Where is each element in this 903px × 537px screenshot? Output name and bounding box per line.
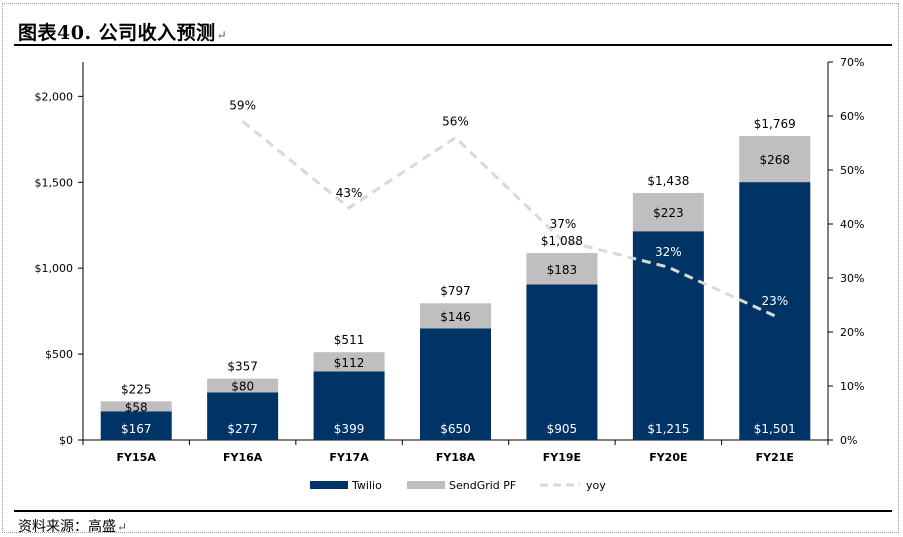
data-label-yoy: 56% (442, 115, 469, 129)
data-label-yoy: 59% (229, 98, 256, 112)
data-label-twilio: $905 (547, 422, 578, 436)
data-label-yoy: 23% (761, 294, 788, 308)
x-tick-label: FY15A (117, 451, 157, 464)
data-label-sendgrid: $112 (334, 356, 365, 370)
bar-twilio (420, 328, 491, 440)
title-rule (14, 44, 892, 46)
data-label-sendgrid: $183 (547, 263, 578, 277)
data-label-total: $511 (334, 333, 365, 347)
data-label-twilio: $650 (440, 422, 471, 436)
x-tick-label: FY20E (649, 451, 687, 464)
data-label-total: $1,438 (647, 174, 689, 188)
bar-twilio (100, 411, 172, 440)
x-tick-label: FY16A (223, 451, 263, 464)
data-label-yoy: 37% (550, 217, 577, 231)
page-title: 图表40. 公司收入预测↵ (18, 22, 228, 44)
legend-swatch-sendgrid (407, 481, 445, 489)
bar-sendgrid (100, 401, 172, 412)
y-tick-label: $0 (59, 434, 73, 447)
y2-tick-label: 30% (840, 272, 864, 285)
bar-twilio (207, 392, 279, 440)
bar-sendgrid (207, 378, 279, 393)
data-label-yoy: 43% (336, 186, 363, 200)
yoy-line (241, 120, 776, 318)
y2-tick-label: 40% (840, 218, 864, 231)
data-label-total: $1,769 (754, 117, 796, 131)
legend-label-yoy: yoy (586, 479, 606, 492)
bar-sendgrid (632, 192, 704, 232)
data-label-sendgrid: $58 (125, 400, 148, 414)
x-tick-label: FY19E (543, 451, 581, 464)
y2-tick-label: 20% (840, 326, 864, 339)
data-label-twilio: $277 (227, 422, 258, 436)
bar-sendgrid (313, 352, 385, 372)
legend-label-sendgrid: SendGrid PF (449, 479, 516, 492)
bar-twilio (526, 284, 598, 440)
y2-tick-label: 70% (840, 56, 864, 69)
y2-tick-label: 50% (840, 164, 864, 177)
bar-sendgrid (739, 136, 811, 183)
bar-sendgrid (420, 303, 491, 329)
data-label-yoy: 32% (655, 245, 682, 259)
data-label-twilio: $1,215 (647, 422, 689, 436)
bar-twilio (313, 371, 385, 440)
bar-twilio (739, 182, 811, 441)
data-label-sendgrid: $223 (653, 206, 684, 220)
legend-label-twilio: Twilio (351, 479, 382, 492)
y-tick-label: $1,000 (35, 262, 74, 275)
source-note: 资料来源：高盛↵ (18, 519, 128, 535)
bar-sendgrid (526, 253, 598, 285)
y2-tick-label: 0% (840, 434, 857, 447)
page-frame (2, 3, 899, 533)
data-label-twilio: $399 (334, 422, 365, 436)
x-tick-label: FY17A (329, 451, 369, 464)
data-label-sendgrid: $268 (760, 153, 791, 167)
source-rule (14, 510, 892, 512)
data-label-sendgrid: $146 (440, 310, 471, 324)
data-label-sendgrid: $80 (231, 380, 254, 394)
bar-twilio (632, 231, 704, 440)
x-tick-label: FY21E (756, 451, 794, 464)
data-label-total: $357 (227, 360, 258, 374)
data-label-total: $797 (440, 284, 471, 298)
data-label-twilio: $1,501 (754, 422, 796, 436)
data-label-twilio: $167 (121, 422, 152, 436)
y-tick-label: $2,000 (35, 90, 74, 103)
y2-tick-label: 10% (840, 380, 864, 393)
data-label-total: $1,088 (541, 234, 583, 248)
x-tick-label: FY18A (436, 451, 476, 464)
y-tick-label: $1,500 (35, 176, 74, 189)
data-label-total: $225 (121, 382, 152, 396)
y2-tick-label: 60% (840, 110, 864, 123)
y-tick-label: $500 (45, 348, 73, 361)
legend-swatch-twilio (310, 481, 348, 489)
